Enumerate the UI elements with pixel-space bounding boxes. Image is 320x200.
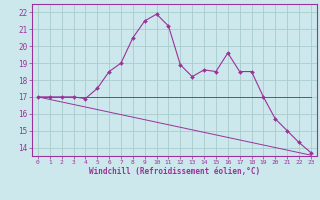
X-axis label: Windchill (Refroidissement éolien,°C): Windchill (Refroidissement éolien,°C) xyxy=(89,167,260,176)
